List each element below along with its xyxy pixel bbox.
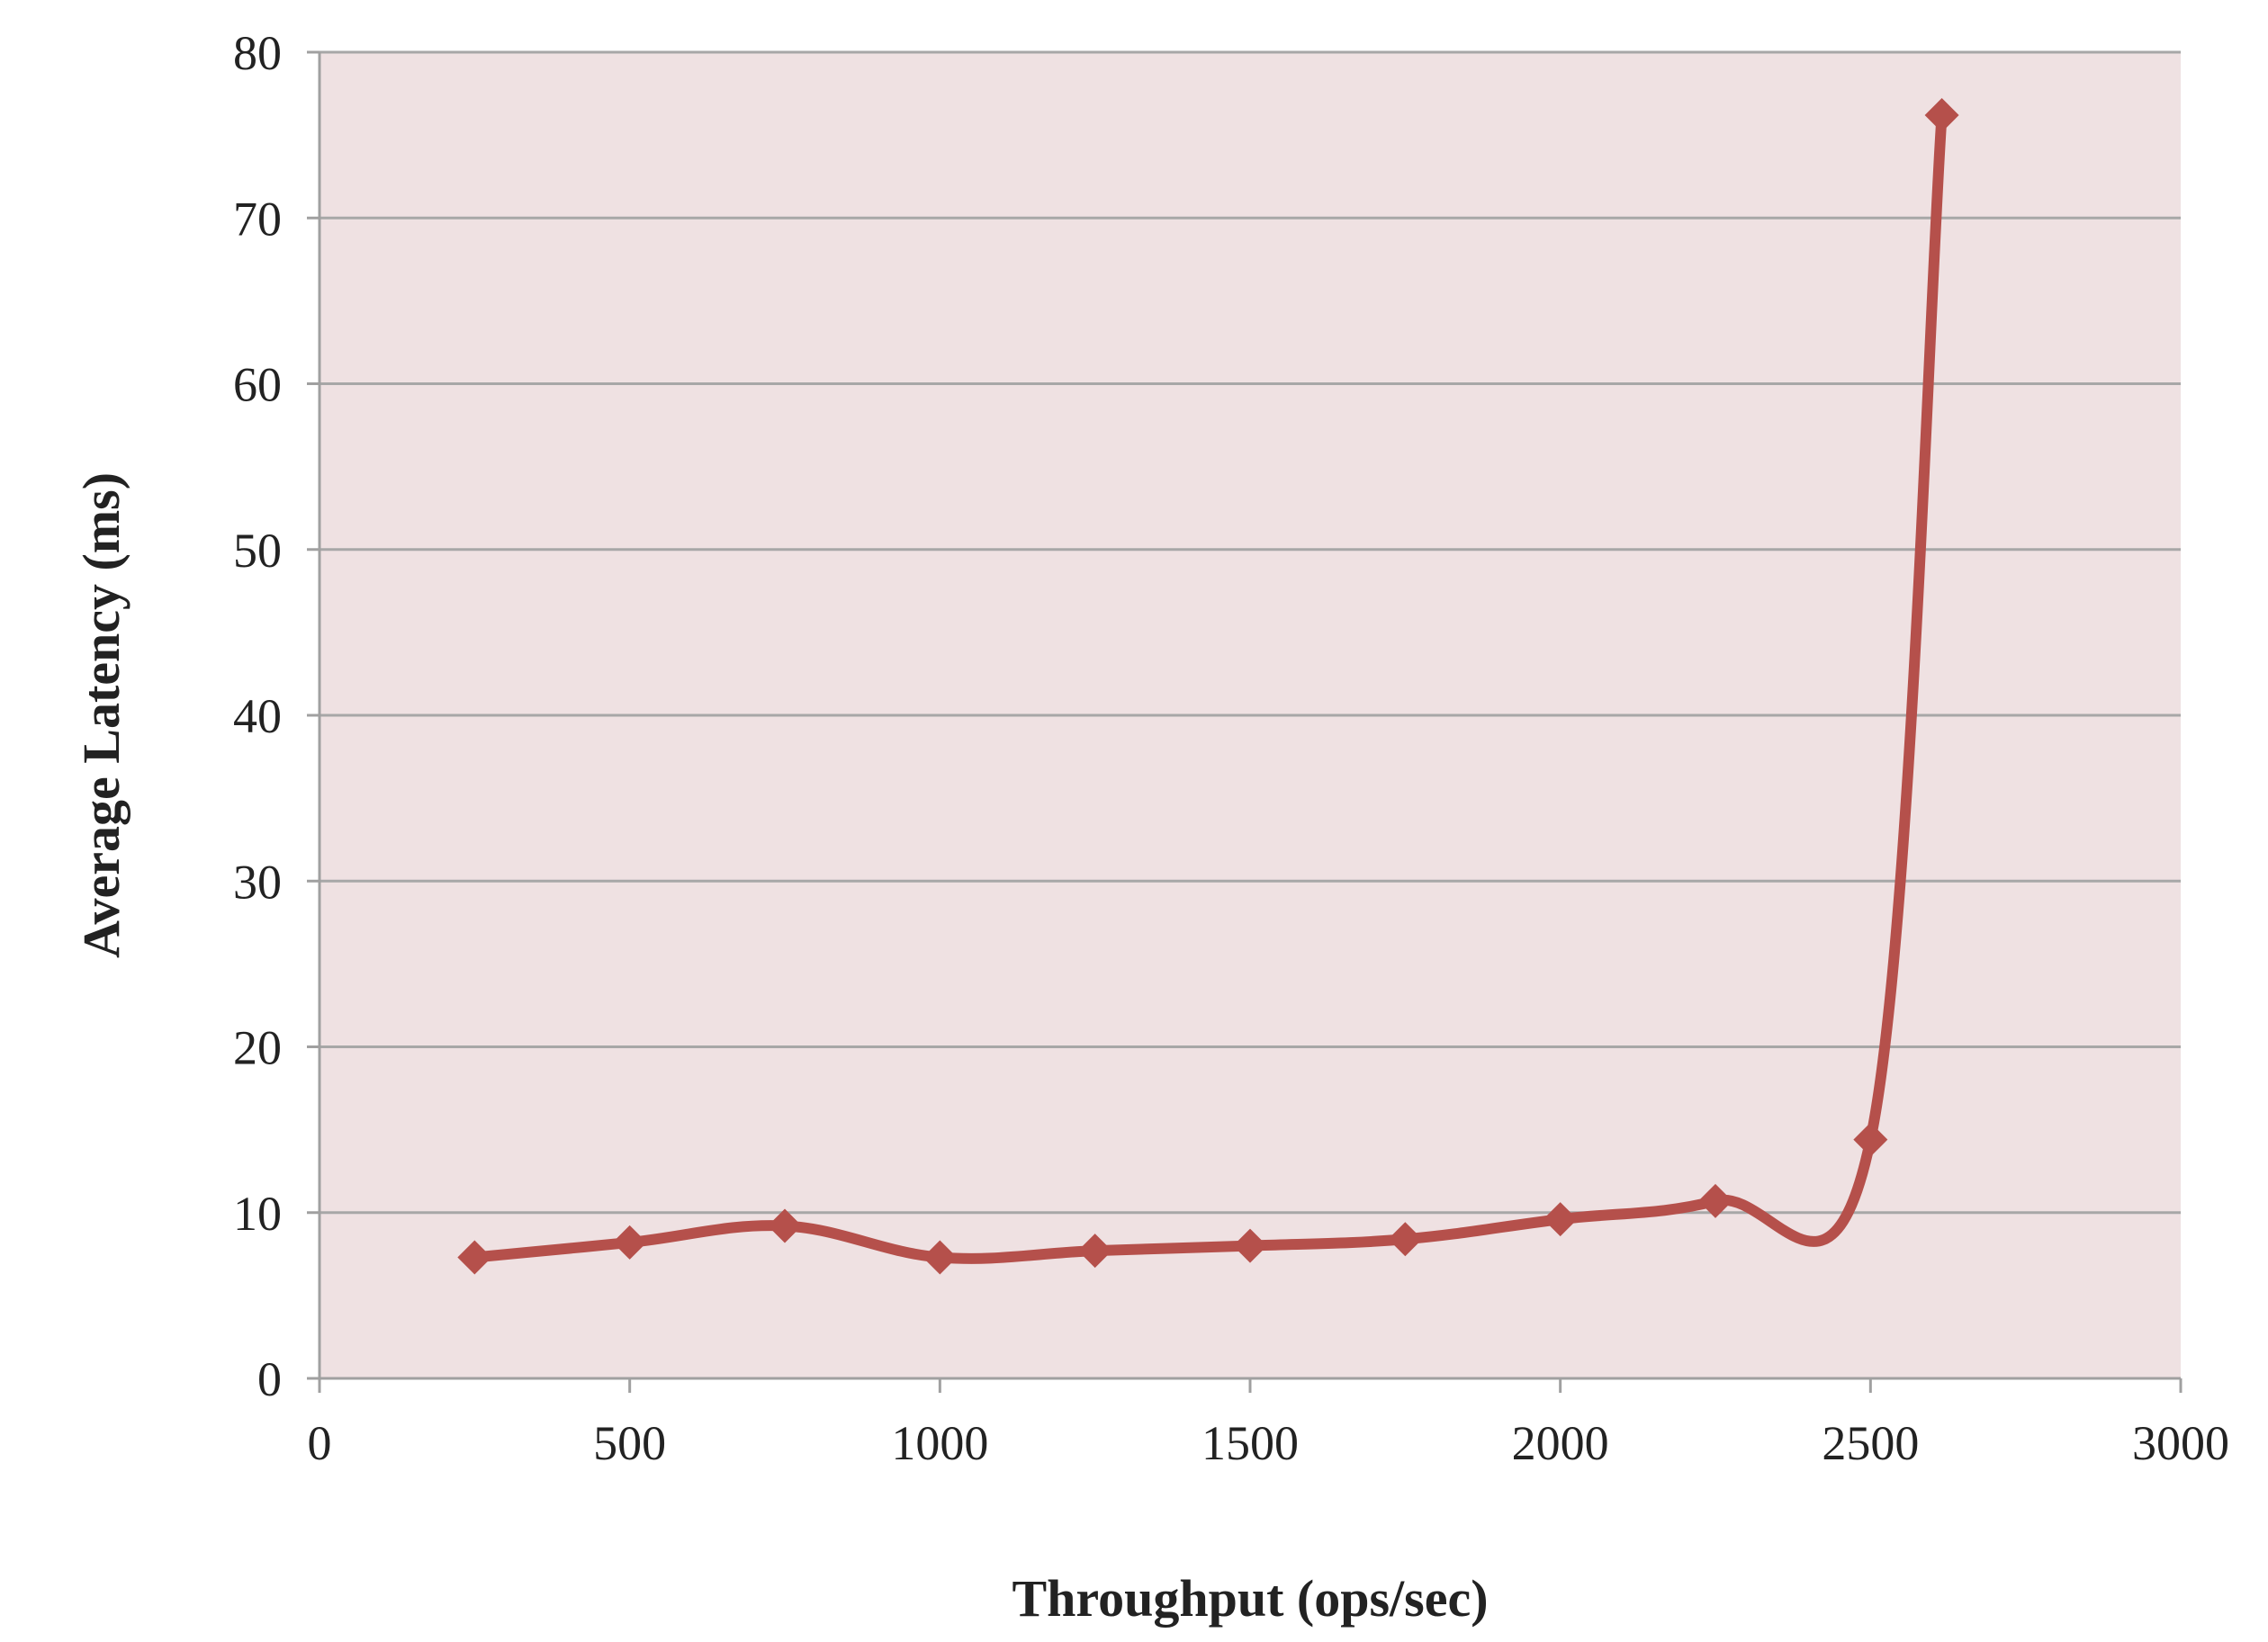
data-point-marker [1924, 98, 1959, 133]
y-tick-label: 60 [233, 358, 282, 412]
data-point-marker [1698, 1183, 1732, 1218]
data-point-marker [457, 1240, 492, 1275]
y-tick-label: 80 [233, 26, 282, 80]
data-point-marker [1543, 1202, 1578, 1237]
data-point-marker [1233, 1228, 1267, 1263]
x-tick-label: 1500 [1202, 1416, 1299, 1470]
data-point-marker [768, 1208, 802, 1243]
data-point-marker [1853, 1122, 1888, 1157]
x-tick-label: 3000 [2132, 1416, 2229, 1470]
y-axis-ticks: 0 10 20 30 40 50 60 70 80 [233, 26, 320, 1406]
data-point-marker [1388, 1222, 1423, 1257]
y-tick-label: 0 [257, 1352, 282, 1406]
y-tick-label: 50 [233, 524, 282, 578]
x-tick-label: 1000 [891, 1416, 988, 1470]
y-tick-label: 20 [233, 1021, 282, 1075]
y-tick-label: 40 [233, 689, 282, 743]
x-axis-ticks: 0 500 1000 1500 2000 2500 3000 [308, 1378, 2229, 1470]
gridlines [320, 50, 2181, 1215]
data-point-marker [612, 1225, 647, 1260]
x-tick-label: 2000 [1512, 1416, 1609, 1470]
data-point-marker [1077, 1234, 1112, 1269]
y-axis-title: Average Latency (ms) [72, 472, 130, 958]
y-tick-label: 30 [233, 855, 282, 909]
x-tick-label: 500 [593, 1416, 666, 1470]
x-tick-label: 0 [308, 1416, 332, 1470]
data-point-marker [922, 1240, 958, 1275]
x-tick-label: 2500 [1822, 1416, 1919, 1470]
x-axis-title: Throughput (ops/sec) [1012, 1569, 1488, 1628]
y-tick-label: 10 [233, 1187, 282, 1241]
y-tick-label: 70 [233, 192, 282, 246]
series-markers [457, 98, 1959, 1275]
